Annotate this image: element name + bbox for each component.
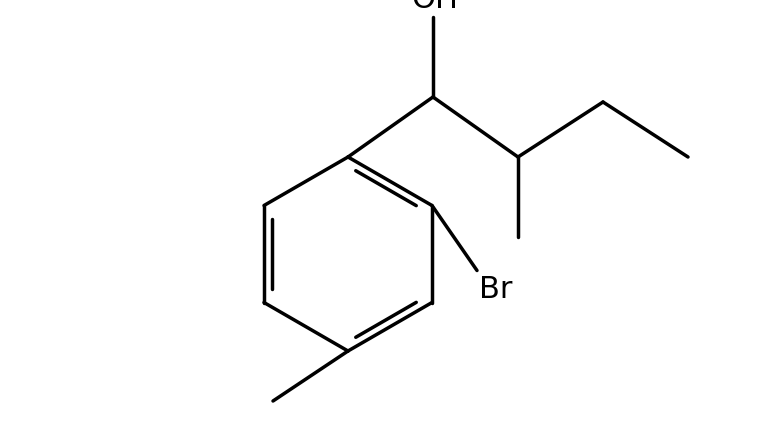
Text: Br: Br — [479, 275, 512, 304]
Text: OH: OH — [411, 0, 459, 14]
